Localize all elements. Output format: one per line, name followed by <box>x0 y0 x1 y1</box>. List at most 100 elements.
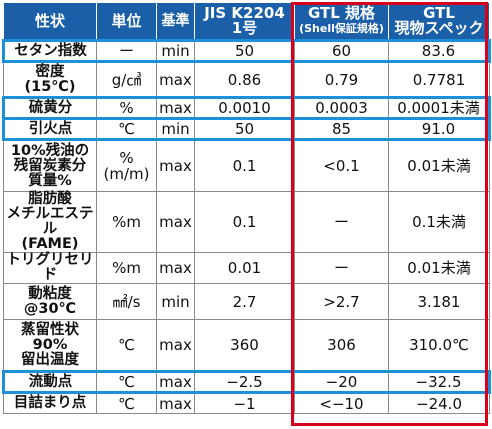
standard-cell: max <box>156 139 195 192</box>
property-cell: 目詰まり点 <box>3 392 97 414</box>
gtl-value-cell: −20 <box>294 370 389 394</box>
jis-value-cell: 50 <box>194 39 295 63</box>
gtl-value-cell: ー <box>294 252 389 284</box>
property-line: 蒸留性状 <box>21 321 79 338</box>
spec-value-cell: 0.01未満 <box>388 252 490 284</box>
spec-value-cell: 0.7781 <box>388 61 490 98</box>
spec-value-cell: 3.181 <box>388 283 490 320</box>
gtl-value-cell: <0.1 <box>294 139 389 192</box>
jis-value-cell: 50 <box>194 117 295 141</box>
standard-cell: max <box>156 319 195 372</box>
property-cell: 10%残油の 残留炭素分 質量% <box>3 139 97 192</box>
spec-value-cell: 83.6 <box>388 39 491 63</box>
header-standard: 基準 <box>156 2 195 41</box>
property-line: (15℃) <box>24 78 76 95</box>
property-cell: 蒸留性状 90% 留出温度 <box>3 319 97 372</box>
unit-cell: ー <box>96 39 157 63</box>
table-row: 硫黄分% max 0.0010 0.0003 0.0001未満 <box>2 96 491 120</box>
property-cell: 動粘度 @30℃ <box>3 283 97 320</box>
spec-value-cell: −24.0 <box>388 392 490 414</box>
spec-comparison-table: 性状 単位 基準 JIS K2204 1号 GTL 規格 (Shell保証規格)… <box>2 2 491 414</box>
unit-cell: %m <box>96 191 157 253</box>
jis-value-cell: 0.1 <box>194 191 295 253</box>
spec-value-cell: −32.5 <box>388 370 491 394</box>
property-cell: 引火点 <box>2 117 97 141</box>
header-jis-line1: JIS K2204 <box>204 4 285 22</box>
property-line: 動粘度 <box>28 285 72 302</box>
table-row: セタン指数ー min 50 60 83.6 <box>2 39 491 63</box>
header-gtl-line2: (Shell保証規格) <box>299 22 384 35</box>
property-cell: 流動点 <box>2 370 97 394</box>
table-row: 脂肪酸 メチルエステル (FAME) %m max 0.1 ー 0.1未満 <box>3 191 490 253</box>
table-row: トリグリセリド %m max 0.01 ー 0.01未満 <box>3 252 490 284</box>
property-line: トリグリセリド <box>6 252 94 283</box>
property-line: 脂肪酸 <box>28 191 72 207</box>
property-line: 硫黄分 <box>28 99 73 116</box>
standard-cell: min <box>156 39 195 63</box>
property-line: 質量% <box>28 172 72 189</box>
jis-value-cell: 0.01 <box>194 252 295 284</box>
header-row: 性状 単位 基準 JIS K2204 1号 GTL 規格 (Shell保証規格)… <box>3 2 490 41</box>
unit-cell: ℃ <box>96 319 157 372</box>
jis-value-cell: 0.1 <box>194 139 295 192</box>
table-row: 密度 (15℃) g/㎤ max 0.86 0.79 0.7781 <box>3 61 490 98</box>
jis-value-cell: 0.0010 <box>194 96 295 120</box>
gtl-value-cell: ー <box>294 191 389 253</box>
property-cell: セタン指数 <box>2 39 97 63</box>
unit-cell: ℃ <box>96 392 157 414</box>
standard-cell: max <box>156 61 195 98</box>
unit-cell: % (m/m) <box>96 139 157 192</box>
property-cell: 脂肪酸 メチルエステル (FAME) <box>3 191 97 253</box>
spec-value-cell: 91.0 <box>388 117 491 141</box>
table-row: 流動点 ℃ max −2.5 −20 −32.5 <box>2 370 491 394</box>
header-jis: JIS K2204 1号 <box>194 2 295 41</box>
property-line: 10%残油の <box>10 142 90 159</box>
jis-value-cell: 0.86 <box>194 61 295 98</box>
property-cell: トリグリセリド <box>3 252 97 284</box>
gtl-value-cell: 306 <box>294 319 389 372</box>
table-row: 引火点 ℃ min 50 85 91.0 <box>2 117 491 141</box>
property-line: セタン指数 <box>14 42 87 59</box>
property-line: 目詰まり点 <box>13 395 87 411</box>
jis-value-cell: −1 <box>194 392 295 414</box>
property-line: 留出温度 <box>21 351 79 368</box>
property-line: メチルエステル <box>6 206 94 237</box>
gtl-value-cell: 85 <box>294 117 389 141</box>
standard-cell: max <box>156 392 195 414</box>
header-spec-line1: GTL <box>423 4 455 22</box>
spec-value-cell: 0.0001未満 <box>388 96 491 120</box>
property-line: 密度 <box>35 63 65 80</box>
standard-cell: max <box>156 252 195 284</box>
unit-cell: ㎟/s <box>96 283 157 320</box>
header-gtl-line1: GTL 規格 <box>307 4 376 22</box>
property-cell: 密度 (15℃) <box>3 61 97 98</box>
gtl-value-cell: >2.7 <box>294 283 389 320</box>
header-jis-line2: 1号 <box>231 19 258 37</box>
header-spec-line2: 現物スペック <box>394 19 484 37</box>
header-gtl: GTL 規格 (Shell保証規格) <box>294 2 389 41</box>
unit-cell: ℃ <box>96 117 157 141</box>
header-unit: 単位 <box>96 2 157 41</box>
unit-cell: ℃ <box>96 370 157 394</box>
standard-cell: min <box>156 117 195 141</box>
unit-cell: %m <box>96 252 157 284</box>
property-line: 流動点 <box>28 373 73 390</box>
gtl-value-cell: <−10 <box>294 392 389 414</box>
standard-cell: max <box>156 96 195 120</box>
header-property: 性状 <box>3 2 97 41</box>
table-row: 目詰まり点 ℃ max −1 <−10 −24.0 <box>3 392 490 414</box>
standard-cell: max <box>156 370 195 394</box>
table-row: 10%残油の 残留炭素分 質量%% (m/m) max 0.1 <0.1 0.01未満 <box>3 139 490 192</box>
table-row: 蒸留性状 90% 留出温度 ℃ max 360 306 310.0℃ <box>3 319 490 372</box>
jis-value-cell: 2.7 <box>194 283 295 320</box>
jis-value-cell: 360 <box>194 319 295 372</box>
unit-cell: g/㎤ <box>96 61 157 98</box>
gtl-value-cell: 0.79 <box>294 61 389 98</box>
jis-value-cell: −2.5 <box>194 370 295 394</box>
property-line: 残留炭素分 <box>13 157 87 174</box>
gtl-value-cell: 0.0003 <box>294 96 389 120</box>
spec-value-cell: 310.0℃ <box>388 319 490 372</box>
gtl-value-cell: 60 <box>294 39 389 63</box>
table-row: 動粘度 @30℃ ㎟/s min 2.7 >2.7 3.181 <box>3 283 490 320</box>
